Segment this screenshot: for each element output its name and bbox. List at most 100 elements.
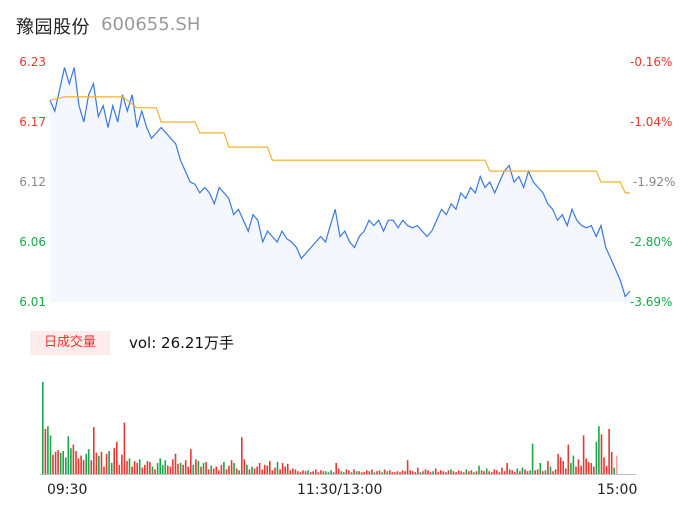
volume-bar (271, 470, 274, 474)
volume-bar (600, 434, 603, 474)
pct-tick-3: -1.92% (633, 175, 676, 189)
price-tick-3: 6.12 (19, 175, 46, 189)
volume-bar (276, 462, 279, 474)
volume-bar (427, 470, 429, 474)
volume-bar (603, 457, 605, 474)
volume-bar (187, 466, 189, 474)
volume-bar (465, 469, 468, 474)
stock-name: 豫园股份 (16, 17, 90, 38)
pct-tick-5: -3.69% (630, 295, 673, 309)
volume-bar (424, 469, 427, 474)
volume-bar (445, 472, 447, 474)
volume-bar (322, 471, 325, 474)
volume-bar (85, 453, 87, 474)
volume-bar (179, 463, 182, 474)
volume-bar (87, 449, 90, 474)
stock-code: 600655.SH (101, 14, 201, 35)
volume-bar (389, 470, 391, 474)
volume-bar (562, 461, 564, 474)
volume-bar (169, 466, 172, 474)
volume-bar (432, 471, 434, 474)
volume-bar (429, 472, 432, 474)
volume-bar (506, 463, 508, 474)
volume-bar (325, 471, 327, 474)
volume-bar (485, 468, 488, 474)
volume-bar (292, 468, 294, 474)
pct-tick-2: -1.04% (630, 115, 673, 129)
volume-bar (123, 422, 126, 474)
volume-bar (258, 463, 261, 474)
volume-bar (529, 470, 531, 474)
volume-bar (468, 471, 470, 474)
volume-bar (396, 471, 399, 474)
volume-bar (335, 463, 337, 474)
volume-bar (90, 460, 93, 474)
volume-bar (350, 472, 353, 474)
volume-bar (488, 471, 490, 474)
volume-bar (246, 464, 248, 474)
volume-bar (406, 460, 409, 474)
volume-bar (212, 468, 215, 474)
volume-bar (110, 463, 113, 474)
volume-bar (475, 471, 478, 474)
volume-bar (159, 458, 161, 474)
volume-bar (235, 468, 238, 474)
volume-bar (151, 466, 154, 474)
pct-tick-4: -2.80% (630, 235, 673, 249)
volume-bar (184, 460, 187, 474)
volume-bar (450, 469, 452, 474)
volume-bar (381, 472, 383, 474)
volume-bar (437, 472, 439, 474)
volume-bar (54, 451, 57, 474)
volume-bar (154, 469, 156, 474)
volume-bar (149, 462, 151, 474)
volume-bar (345, 469, 348, 474)
volume-bar (572, 455, 575, 474)
volume-bar (399, 472, 401, 474)
volume-bar (174, 453, 177, 474)
volume-bar (526, 471, 529, 474)
volume-bar (67, 436, 70, 474)
volume-bar (536, 469, 539, 474)
volume-bar (557, 453, 559, 474)
volume-bar (320, 470, 322, 474)
price-tick-4: 6.06 (19, 235, 46, 249)
volume-bar (98, 455, 100, 474)
volume-bar (508, 469, 511, 474)
volume-bar (587, 462, 590, 474)
volume-bar (251, 466, 253, 474)
volume-bar (253, 468, 256, 474)
volume-bar (595, 441, 598, 474)
volume-bar (616, 455, 618, 474)
volume-bar (263, 464, 266, 474)
volume-bar (215, 466, 218, 474)
volume-bar (401, 470, 404, 474)
volume-bar (200, 466, 202, 474)
volume-bar (192, 464, 195, 474)
volume-bar (519, 471, 521, 474)
price-tick-1: 6.23 (19, 55, 46, 69)
volume-bar (348, 470, 350, 474)
daily-volume-badge: 日成交量 (30, 331, 110, 355)
volume-bar (368, 471, 371, 474)
volume-bar (47, 426, 49, 474)
price-area (50, 67, 630, 302)
volume-bar (256, 466, 258, 474)
volume-bar (218, 470, 220, 474)
volume-bar (605, 465, 608, 474)
volume-bar (455, 472, 457, 474)
volume-bar (360, 472, 363, 474)
volume-bar (332, 472, 335, 474)
volume-bar (103, 466, 105, 474)
volume-bar (294, 469, 297, 474)
volume-bar (182, 464, 184, 474)
volume-bar (59, 452, 62, 474)
volume-bar (128, 458, 131, 474)
volume-bar (274, 467, 276, 474)
volume-bar (501, 467, 503, 474)
volume-bar (547, 461, 549, 474)
volume-bar (80, 455, 82, 474)
volume-bar (404, 471, 406, 474)
volume-bar (146, 461, 149, 474)
volume-bar (207, 469, 210, 474)
